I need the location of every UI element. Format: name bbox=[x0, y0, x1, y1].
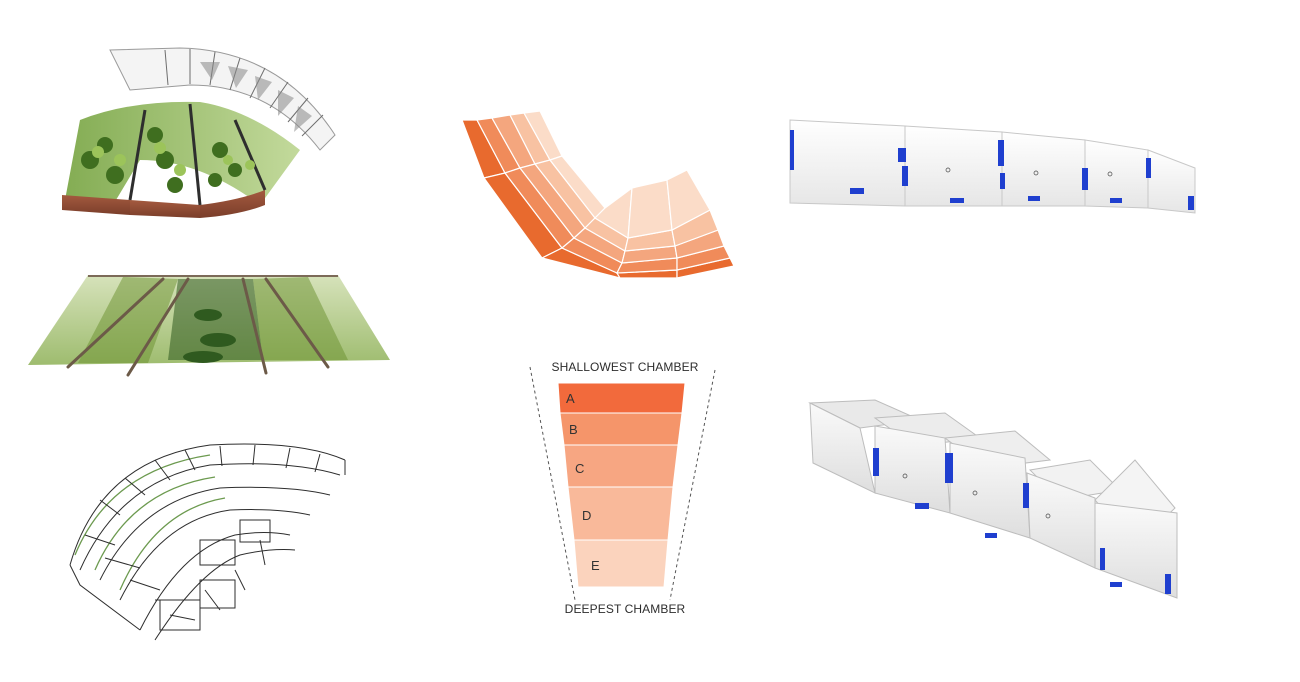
chamber-c-letter: C bbox=[575, 461, 584, 476]
chamber-b-letter: B bbox=[569, 422, 578, 437]
box-1 bbox=[789, 119, 906, 207]
planted-rows-watercolor-drawing bbox=[28, 275, 390, 377]
box-3 bbox=[1001, 131, 1086, 207]
chamber-arc-plan bbox=[461, 108, 738, 280]
curved-planter-sketch-drawing bbox=[62, 47, 336, 218]
open-box-2 bbox=[874, 425, 951, 514]
chamber-depth-diagram: SHALLOWEST CHAMBER DEEPEST CHAMBER A B C… bbox=[529, 355, 730, 625]
chamber-depth-diagram-drawing: SHALLOWEST CHAMBER DEEPEST CHAMBER A B C… bbox=[529, 360, 716, 616]
shallowest-chamber-label: SHALLOWEST CHAMBER bbox=[552, 360, 699, 374]
chamber-arc-plan-drawing bbox=[461, 110, 735, 279]
planted-rows-watercolor bbox=[28, 265, 393, 380]
box-model-closed-photo bbox=[789, 118, 1200, 218]
box-model-open-photo-drawing bbox=[808, 399, 1178, 599]
box-model-open-photo bbox=[805, 398, 1190, 603]
chamber-e-letter: E bbox=[591, 558, 600, 573]
wireframe-planter-arc-drawing bbox=[69, 443, 346, 641]
chamber-a bbox=[557, 382, 686, 414]
deepest-chamber-label: DEEPEST CHAMBER bbox=[565, 602, 686, 616]
chamber-b bbox=[559, 412, 683, 446]
box-4 bbox=[1084, 139, 1149, 209]
chamber-d-letter: D bbox=[582, 508, 591, 523]
chamber-e bbox=[573, 539, 669, 588]
curved-planter-sketch bbox=[50, 40, 350, 220]
chamber-a-letter: A bbox=[566, 391, 575, 406]
box-5 bbox=[1147, 149, 1196, 214]
box-model-closed-photo-drawing bbox=[789, 119, 1196, 214]
box-2 bbox=[904, 125, 1003, 207]
open-box-3 bbox=[949, 442, 1031, 539]
wireframe-planter-arc bbox=[60, 440, 350, 645]
open-box-5 bbox=[1094, 502, 1178, 599]
